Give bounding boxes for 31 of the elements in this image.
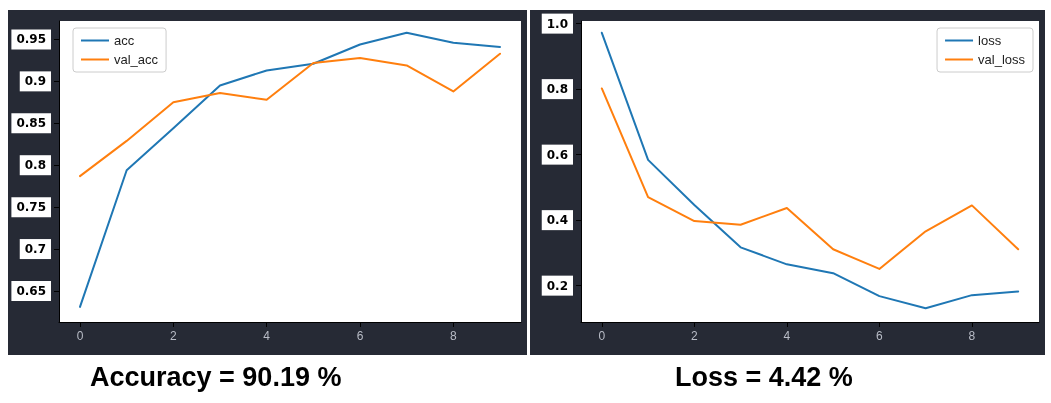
x-tick-label: 4 [783, 329, 791, 343]
legend-label: val_acc [114, 52, 159, 67]
y-tick-label: 0.65 [16, 283, 46, 298]
x-tick-label: 8 [449, 329, 457, 343]
x-tick-label: 6 [356, 329, 364, 343]
line-series [79, 52, 501, 178]
y-tick-label: 0.95 [16, 32, 46, 47]
x-tick-label: 8 [968, 329, 976, 343]
line-series [600, 87, 1020, 270]
line-series [79, 31, 501, 308]
x-tick-label: 0 [598, 329, 606, 343]
x-tick-label: 2 [691, 329, 698, 343]
x-tick-label: 2 [169, 329, 177, 343]
text: Accuracy = 90.19 % [90, 362, 342, 393]
y-tick-label: 0.2 [546, 278, 568, 293]
x-tick-label: 6 [876, 329, 884, 343]
y-tick-label: 1.0 [546, 16, 568, 31]
x-tick-label: 0 [76, 329, 84, 343]
legend-label: loss [978, 33, 1002, 48]
y-tick-label: 0.75 [16, 200, 46, 215]
y-tick-label: 0.85 [16, 116, 46, 131]
y-tick-label: 0.7 [24, 242, 46, 257]
y-tick-label: 0.8 [24, 158, 46, 173]
legend-label: val_loss [978, 52, 1026, 67]
y-tick-label: 0.4 [546, 213, 568, 228]
y-tick-label: 0.8 [546, 82, 568, 97]
x-tick-label: 4 [263, 329, 271, 343]
text: Loss = 4.42 % [675, 362, 853, 393]
y-tick-label: 0.9 [24, 74, 46, 89]
legend-label: acc [114, 33, 135, 48]
y-tick-label: 0.6 [546, 147, 568, 162]
